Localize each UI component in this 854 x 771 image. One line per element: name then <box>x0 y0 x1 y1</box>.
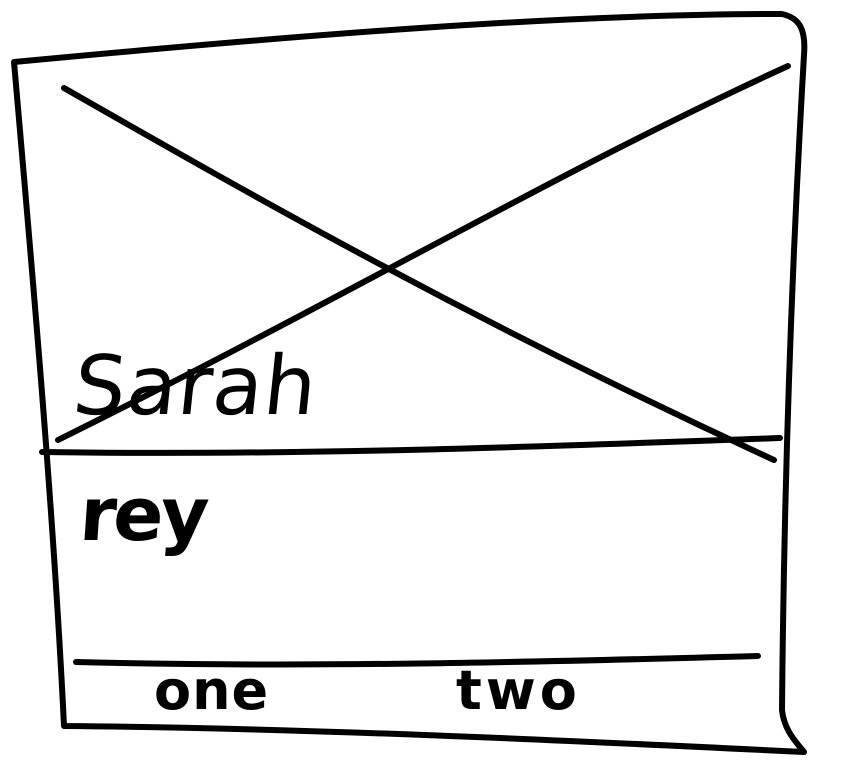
card-frame <box>11 11 808 755</box>
image-divider <box>39 435 783 456</box>
image-placeholder-diagonal-1 <box>61 85 777 463</box>
card-body-text: rey <box>76 472 209 558</box>
tab-one[interactable]: one <box>154 659 270 722</box>
card-title: Sarah <box>69 339 323 434</box>
image-placeholder-diagonal-2 <box>55 63 791 443</box>
tab-bar-divider <box>73 653 761 668</box>
tab-two[interactable]: two <box>456 659 581 722</box>
